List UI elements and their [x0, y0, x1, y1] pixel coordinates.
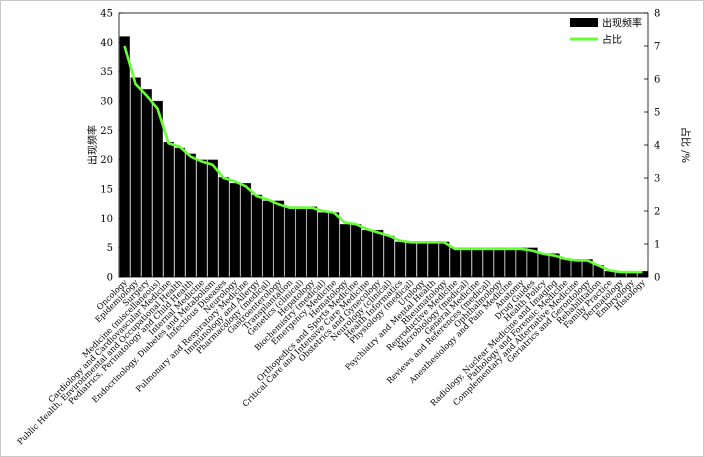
bar	[472, 247, 483, 278]
bar	[461, 247, 472, 278]
bar	[383, 235, 395, 278]
bar	[229, 182, 241, 278]
bar	[428, 241, 439, 278]
y-tick-label: 20	[100, 155, 113, 166]
bar	[505, 247, 516, 278]
bar	[394, 241, 406, 278]
bar	[152, 100, 163, 278]
bar	[130, 77, 141, 278]
y2-axis-label: 占比 /%	[679, 127, 692, 163]
y-axis-label: 出现频率	[86, 125, 99, 165]
bar	[207, 159, 219, 278]
bar	[196, 159, 208, 278]
y-tick-label: 0	[107, 273, 113, 284]
y2-tick-label: 6	[654, 75, 660, 86]
series-line-percentage	[123, 45, 643, 274]
bar	[417, 241, 428, 278]
bar	[317, 212, 329, 278]
y2-tick-label: 8	[654, 9, 660, 20]
y-tick-label: 5	[107, 243, 113, 254]
bar	[251, 194, 263, 278]
y2-tick-label: 3	[654, 174, 660, 185]
bar	[119, 36, 130, 278]
bar	[218, 177, 230, 278]
y2-tick-label: 1	[654, 240, 660, 251]
y2-tick-label: 5	[654, 108, 660, 119]
bar	[163, 141, 174, 278]
y2-tick-label: 2	[654, 207, 660, 218]
bar	[262, 200, 274, 278]
bar	[306, 206, 318, 278]
bar	[185, 153, 196, 278]
bar	[516, 247, 527, 278]
bar	[295, 206, 307, 278]
bar	[339, 224, 351, 278]
bar	[405, 241, 417, 278]
bar	[141, 89, 152, 278]
y-tick-label: 10	[100, 214, 113, 225]
legend-label-bar: 出现频率	[602, 17, 642, 30]
legend-label-line: 占比	[602, 33, 622, 46]
y-tick-label: 45	[100, 9, 113, 20]
legend-swatch-bar	[570, 18, 598, 27]
bar	[273, 200, 285, 278]
bar	[494, 247, 505, 278]
bar	[350, 224, 362, 278]
y-tick-label: 15	[100, 185, 113, 196]
y2-tick-label: 7	[654, 42, 660, 53]
bar	[439, 241, 450, 278]
bar	[483, 247, 494, 278]
bar	[174, 147, 185, 278]
bar	[240, 182, 252, 278]
y-tick-label: 25	[100, 126, 113, 137]
bar	[284, 206, 296, 278]
y2-tick-label: 0	[654, 273, 660, 284]
bar	[328, 212, 340, 278]
y-tick-label: 35	[100, 67, 113, 78]
bar	[538, 253, 549, 278]
bar	[361, 229, 373, 278]
y-tick-label: 30	[100, 97, 113, 108]
y2-tick-label: 4	[654, 141, 660, 152]
bar	[372, 229, 384, 278]
bar	[450, 247, 461, 278]
y-tick-label: 40	[100, 38, 113, 49]
